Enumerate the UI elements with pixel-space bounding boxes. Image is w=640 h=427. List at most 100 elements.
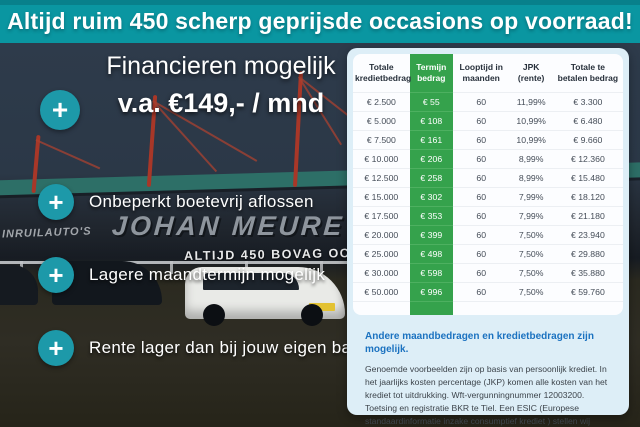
usp-bullet-maandtermijn: + Lagere maandtermijn mogelijk — [38, 257, 325, 293]
top-banner: Altijd ruim 450 scherp geprijsde occasio… — [0, 0, 640, 43]
table-cell: € 9.660 — [552, 129, 623, 150]
table-cell: 60 — [452, 224, 510, 245]
table-cell: 7,99% — [509, 186, 553, 207]
table-row: € 2.500 € 55 60 11,99% € 3.300 — [353, 91, 623, 112]
table-filler-row — [353, 300, 623, 315]
parked-car — [0, 265, 38, 305]
table-cell: 7,50% — [509, 243, 553, 264]
col-looptijd: Looptijd in maanden — [459, 62, 503, 84]
table-row: € 15.000 € 302 60 7,99% € 18.120 — [353, 186, 623, 207]
table-cell: € 206 — [409, 148, 453, 169]
table-cell: 60 — [452, 91, 510, 112]
table-row: € 17.500 € 353 60 7,99% € 21.180 — [353, 205, 623, 226]
table-cell: € 399 — [409, 224, 453, 245]
col-jkp: JPK (rente) — [517, 62, 545, 84]
table-row: € 50.000 € 996 60 7,50% € 59.760 — [353, 281, 623, 302]
license-plate — [309, 303, 335, 311]
table-cell: € 258 — [409, 167, 453, 188]
table-cell: € 15.480 — [552, 167, 623, 188]
table-row: € 25.000 € 498 60 7,50% € 29.880 — [353, 243, 623, 264]
table-row: € 5.000 € 108 60 10,99% € 6.480 — [353, 110, 623, 131]
table-cell: € 55 — [409, 91, 453, 112]
col-kredietbedrag: Totale kredietbedrag — [355, 62, 412, 84]
fence-post — [170, 261, 173, 274]
table-cell: € 161 — [409, 129, 453, 150]
table-cell: € 59.760 — [552, 281, 623, 302]
table-row: € 12.500 € 258 60 8,99% € 15.480 — [353, 167, 623, 188]
table-cell: 10,99% — [509, 129, 553, 150]
finance-table-card: Totale kredietbedrag Termijn bedrag Loop… — [353, 54, 623, 315]
car-wheel — [301, 304, 323, 326]
table-cell: 60 — [452, 281, 510, 302]
sign-inruilautos: INRUILAUTO'S — [1, 225, 92, 241]
table-cell: 7,50% — [509, 224, 553, 245]
table-cell: € 18.120 — [552, 186, 623, 207]
car-window — [203, 273, 299, 290]
table-filler — [552, 300, 623, 315]
table-cell: 60 — [452, 243, 510, 264]
table-cell: € 25.000 — [353, 243, 410, 264]
mast-cable — [35, 139, 101, 169]
table-cell: € 35.880 — [552, 262, 623, 283]
plus-icon: + — [38, 184, 74, 220]
table-filler — [353, 300, 410, 315]
usp-bullet-label: Onbeperkt boetevrij aflossen — [89, 192, 314, 211]
finance-table: Totale kredietbedrag Termijn bedrag Loop… — [353, 54, 623, 315]
table-cell: 60 — [452, 148, 510, 169]
plus-icon: + — [38, 257, 74, 293]
table-cell: € 5.000 — [353, 110, 410, 131]
table-cell: € 498 — [409, 243, 453, 264]
usp-bullet-aflossen: + Onbeperkt boetevrij aflossen — [38, 184, 314, 220]
table-cell: 60 — [452, 129, 510, 150]
table-cell: 11,99% — [509, 91, 553, 112]
table-cell: € 108 — [409, 110, 453, 131]
table-cell: € 353 — [409, 205, 453, 226]
table-cell: € 12.500 — [353, 167, 410, 188]
table-cell: € 598 — [409, 262, 453, 283]
usp-bullet-label: Rente lager dan bij jouw eigen bank — [89, 338, 370, 357]
table-cell: € 50.000 — [353, 281, 410, 302]
usp-headline: Financieren mogelijk — [106, 52, 336, 80]
table-cell: € 302 — [409, 186, 453, 207]
table-cell: € 10.000 — [353, 148, 410, 169]
finance-table-body: € 2.500 € 55 60 11,99% € 3.300 € 5.000 € 108 60… — [353, 91, 623, 302]
table-cell: € 7.500 — [353, 129, 410, 150]
col-totaal: Totale te betalen bedrag — [557, 62, 619, 84]
usp-headline-block: + Financieren mogelijk v.a. €149,- / mnd — [40, 52, 350, 130]
table-cell: € 6.480 — [552, 110, 623, 131]
table-cell: 60 — [452, 186, 510, 207]
car-wheel — [203, 304, 225, 326]
disclaimer-heading: Andere maandbedragen en kredietbedragen … — [365, 330, 594, 355]
table-header-row: Totale kredietbedrag Termijn bedrag Loop… — [353, 54, 623, 93]
table-cell: € 12.360 — [552, 148, 623, 169]
fence-post — [320, 261, 323, 274]
plus-icon: + — [40, 90, 80, 130]
table-filler — [409, 300, 453, 315]
table-cell: 60 — [452, 262, 510, 283]
table-cell: 7,99% — [509, 205, 553, 226]
table-cell: 60 — [452, 167, 510, 188]
table-cell: € 17.500 — [353, 205, 410, 226]
table-cell: € 20.000 — [353, 224, 410, 245]
white-suv — [185, 267, 345, 326]
table-cell: 60 — [452, 205, 510, 226]
usp-bullet-rente: + Rente lager dan bij jouw eigen bank — [38, 330, 370, 366]
plus-icon: + — [38, 330, 74, 366]
col-termijnbedrag: Termijn bedrag — [409, 54, 453, 93]
table-cell: € 21.180 — [552, 205, 623, 226]
table-filler — [509, 300, 553, 315]
table-filler — [452, 300, 510, 315]
table-row: € 7.500 € 161 60 10,99% € 9.660 — [353, 129, 623, 150]
table-cell: 10,99% — [509, 110, 553, 131]
usp-bullet-label: Lagere maandtermijn mogelijk — [89, 265, 326, 284]
banner-text: Altijd ruim 450 scherp geprijsde occasio… — [7, 8, 633, 34]
table-cell: € 2.500 — [353, 91, 410, 112]
table-row: € 10.000 € 206 60 8,99% € 12.360 — [353, 148, 623, 169]
disclaimer-body: Genoemde voorbeelden zijn op basis van p… — [365, 363, 608, 426]
table-cell: € 23.940 — [552, 224, 623, 245]
finance-panel: Totale kredietbedrag Termijn bedrag Loop… — [347, 48, 629, 426]
table-cell: € 996 — [409, 281, 453, 302]
table-row: € 20.000 € 399 60 7,50% € 23.940 — [353, 224, 623, 245]
fence — [0, 261, 360, 264]
